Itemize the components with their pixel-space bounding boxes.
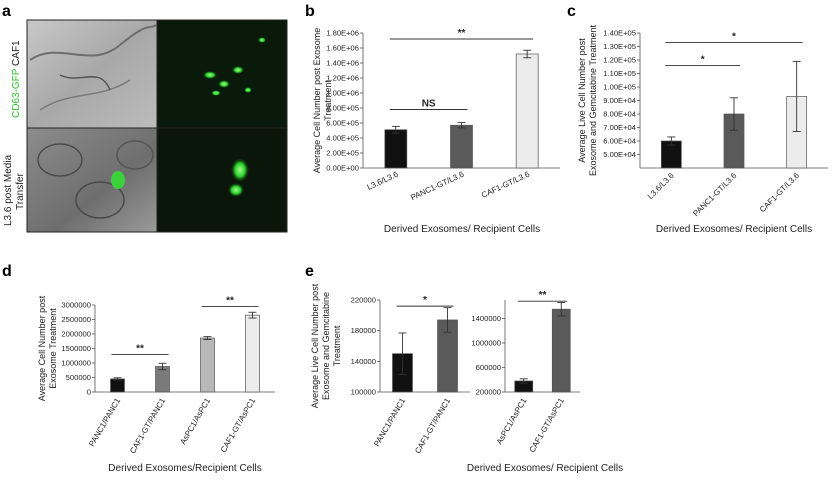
y-tick-label: 6.00E+04: [603, 137, 636, 146]
y-tick-label: 1.00E+06: [326, 89, 359, 98]
category-label: L3.6/L3.6: [646, 171, 676, 201]
micro-label-bottom-2: Transfer: [15, 172, 26, 210]
y-tick-label: 1400000: [471, 314, 501, 323]
y-tick-label: 500000: [66, 373, 91, 382]
significance-label: *: [423, 295, 427, 306]
y-tick-label: 8.00E+05: [326, 104, 359, 113]
y-tick-label: 2000000: [61, 330, 91, 339]
bar: [515, 53, 539, 169]
y-tick-label: 2.00E+05: [326, 149, 359, 158]
y-tick-label: 1.00E+05: [603, 83, 636, 92]
chart-b: 0.00E+00 2.00E+05 4.00E+05 6.00E+05 8.00E+05…: [312, 28, 560, 235]
panel-letter-b: b: [305, 3, 315, 20]
category-label: AsPC1/AsPC1: [495, 396, 529, 446]
micrograph-fluorescence-caf1: [157, 20, 287, 128]
panel-letter-c: c: [567, 3, 576, 20]
x-axis-label: Derived Exosomes/ Recipient Cells: [656, 224, 812, 235]
chart-c: 5.00E+04 6.00E+04 7.00E+04 8.00E+04 9.00E+04…: [577, 24, 828, 235]
category-label: L3.6/L3.6: [366, 169, 401, 191]
category-label: PANC1-GT/L3.6: [691, 171, 739, 219]
y-tick-label: 1.40E+05: [603, 29, 636, 38]
y-tick-label: 1.80E+06: [326, 29, 359, 38]
bar: [200, 337, 215, 393]
chart-e-x-axis-label: Derived Exosomes/ Recipient Cells: [467, 463, 623, 474]
category-label: CAF1-GT/L3.6: [758, 171, 802, 215]
x-axis-label: Derived Exosomes/ Recipient Cells: [384, 224, 540, 235]
bar: [450, 124, 473, 169]
y-axis-label: Average Cell Number post: [37, 295, 47, 401]
category-label: CAF1-GT/L3.6: [480, 169, 531, 199]
y-tick-label: 1000000: [61, 359, 91, 368]
y-tick-label: 1500000: [61, 344, 91, 353]
y-tick-label: 220000: [351, 296, 376, 305]
chart-d: 0 500000 1000000 1500000 2000000 2500000 30000…: [37, 295, 275, 474]
significance-label: **: [539, 290, 547, 301]
y-tick-label: 1.20E+05: [603, 56, 636, 65]
chart-e-right: 200000 600000 1000000 1400000 AsPC1/AsPC1 CAF…: [471, 290, 580, 454]
y-axis-label: Treatment: [332, 325, 342, 366]
bar: [384, 129, 408, 169]
micro-label-bottom-1: L3.6 post Media: [3, 154, 14, 226]
category-label: PANC1-GT/L3.6: [409, 169, 466, 202]
y-axis-label: Average Cell Number post Exosome: [312, 28, 322, 173]
y-tick-label: 140000: [351, 357, 376, 366]
category-label: CAF1-GT/PANC1: [128, 396, 167, 455]
y-tick-label: 6.00E+05: [326, 119, 359, 128]
significance-label: **: [458, 28, 466, 39]
micrograph-brightfield-caf1: [27, 20, 157, 128]
significance-label: *: [701, 54, 705, 65]
category-label: CAF1-GT/AsPC1: [528, 396, 567, 454]
y-tick-label: 5.00E+04: [603, 150, 636, 159]
y-tick-label: 0: [87, 388, 91, 397]
y-tick-label: 2500000: [61, 315, 91, 324]
y-axis-label: Exosome and Gemcitabine: [321, 292, 331, 400]
y-tick-label: 9.00E+04: [603, 96, 636, 105]
y-tick-label: 200000: [476, 388, 501, 397]
y-tick-label: 1.30E+05: [603, 42, 636, 51]
y-tick-label: 8.00E+04: [603, 110, 636, 119]
y-tick-label: 1000000: [471, 338, 501, 347]
y-tick-label: 1.40E+06: [326, 59, 359, 68]
category-label: CAF1-GT/AsPC1: [219, 396, 258, 454]
x-axis-label: Derived Exosomes/Recipient Cells: [108, 463, 261, 474]
micro-label-top: CD63-GFP CAF1: [11, 40, 22, 118]
micrograph-brightfield-l36: [27, 128, 157, 232]
panel-letter-a: a: [2, 3, 11, 20]
category-label: PANC1/PANC1: [87, 396, 122, 448]
y-tick-label: 600000: [476, 363, 501, 372]
significance-label: **: [226, 295, 234, 306]
panel-letter-d: d: [2, 263, 12, 280]
category-label: PANC1/PANC1: [372, 396, 407, 448]
y-tick-label: 4.00E+05: [326, 134, 359, 143]
micrograph-panel: [26, 19, 288, 233]
y-tick-label: 1.10E+05: [603, 69, 636, 78]
category-label: CAF1-GT/PANC1: [413, 396, 452, 455]
bar: [155, 366, 170, 393]
significance-label: *: [732, 31, 736, 42]
y-tick-label: 180000: [351, 326, 376, 335]
bar: [110, 378, 125, 393]
y-axis-label: Exosome Treatment: [48, 308, 58, 389]
significance-label: **: [136, 344, 144, 355]
y-tick-label: 1.60E+06: [326, 44, 359, 53]
bar: [551, 308, 571, 393]
y-tick-label: 100000: [351, 388, 376, 397]
y-tick-label: 0.00E+00: [326, 164, 359, 173]
chart-e-left: 100000 140000 180000 220000 PANC1/PANC1 CAF1-…: [310, 283, 470, 455]
y-tick-label: 7.00E+04: [603, 123, 636, 132]
panel-letter-e: e: [305, 263, 314, 280]
micrograph-fluorescence-l36: [157, 128, 287, 232]
bar: [245, 314, 260, 393]
y-axis-label: Average Live Cell Number post: [577, 38, 587, 163]
y-axis-label: Treatment: [323, 80, 333, 121]
significance-label: NS: [422, 99, 436, 110]
category-label: AsPC1/AsPC1: [178, 396, 212, 446]
y-tick-label: 3000000: [61, 301, 91, 310]
y-axis-label: Average Live Cell Number post: [310, 283, 320, 408]
y-tick-label: 1.20E+06: [326, 74, 359, 83]
y-axis-label: Exosome and Gemcitabine Treatment: [588, 24, 598, 176]
